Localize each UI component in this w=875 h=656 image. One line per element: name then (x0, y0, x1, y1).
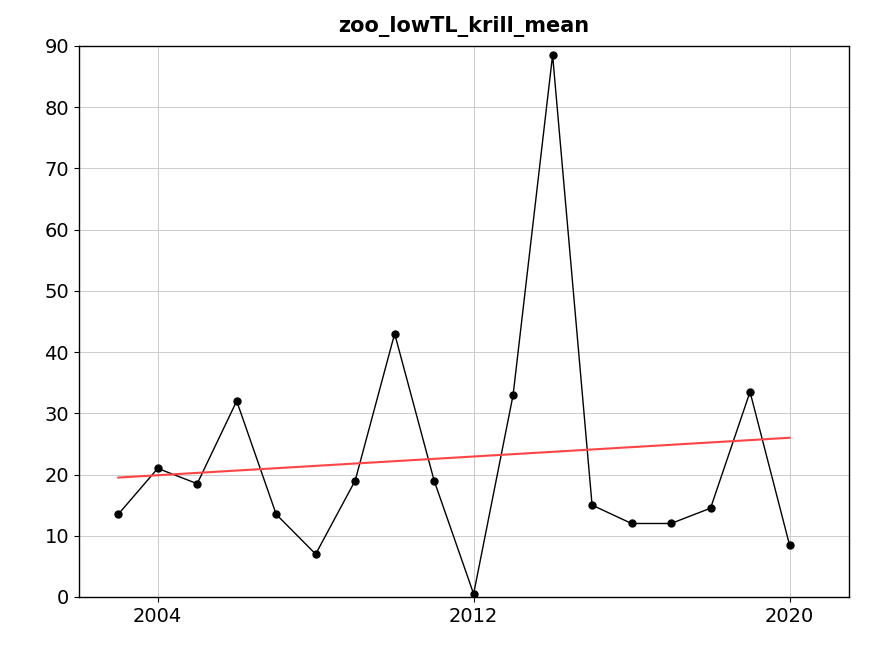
Title: zoo_lowTL_krill_mean: zoo_lowTL_krill_mean (338, 16, 590, 37)
